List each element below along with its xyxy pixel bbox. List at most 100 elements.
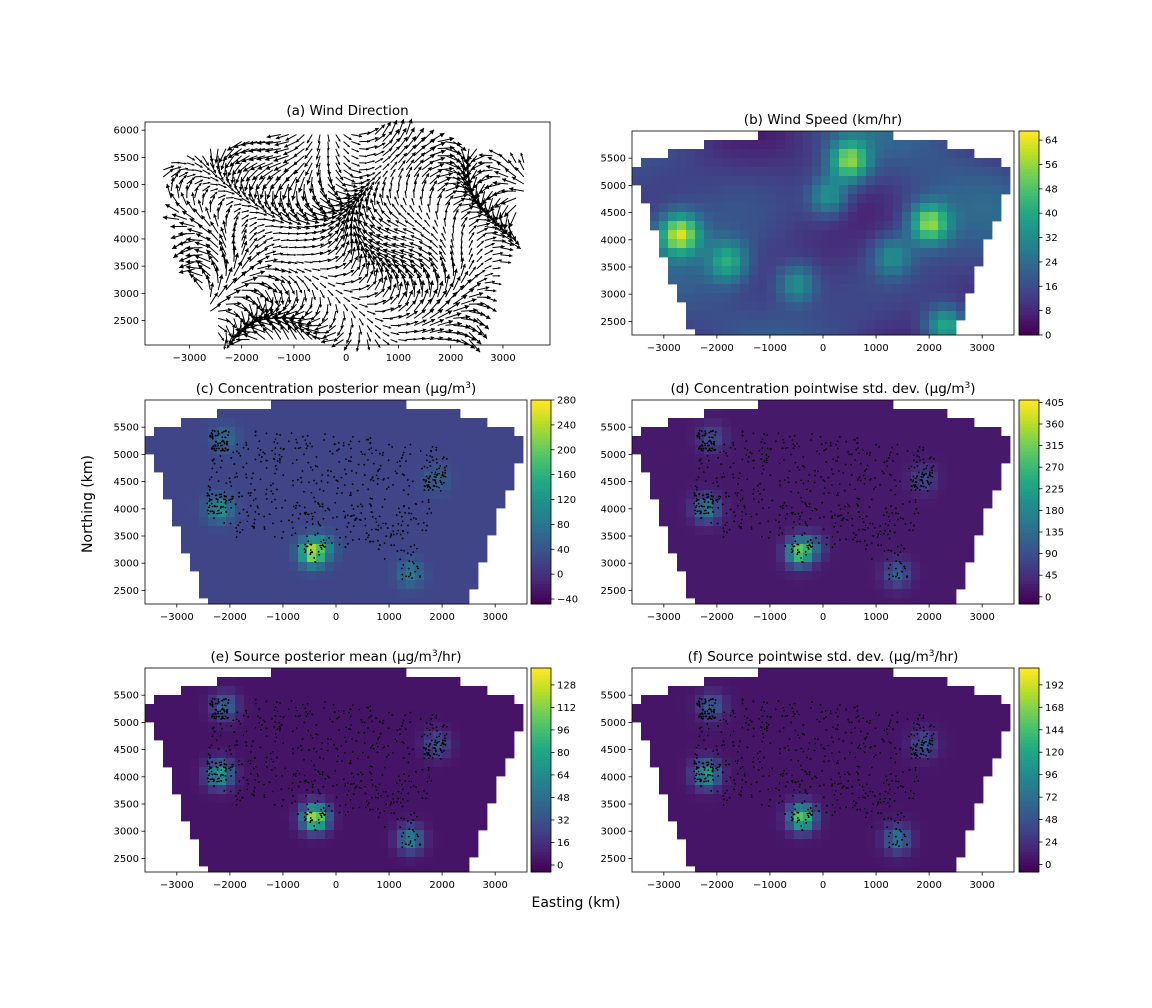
wind-arrow-head (448, 172, 453, 177)
wind-arrow-head (272, 219, 276, 223)
heat-cell (163, 490, 173, 500)
heat-cell (848, 131, 858, 141)
heat-cell (830, 158, 840, 168)
heat-cell (749, 257, 759, 267)
wind-arrow-head (311, 195, 317, 201)
wind-arrow-head (373, 208, 378, 213)
wind-arrow-head (273, 312, 279, 318)
heat-cell (343, 553, 353, 563)
colorbar-segment (531, 539, 551, 544)
heat-cell (947, 221, 957, 231)
heat-cell (406, 454, 416, 464)
heat-cell (235, 454, 245, 464)
station-point (442, 456, 445, 459)
heat-cell (992, 185, 1002, 195)
heat-cell (659, 230, 669, 240)
heat-cell (460, 598, 470, 605)
x-tick-label: −1000 (266, 612, 300, 623)
station-point (347, 543, 349, 545)
wind-arrow-head (234, 333, 239, 339)
wind-arrow-head (445, 274, 451, 279)
station-point (265, 432, 268, 435)
wind-arrow-head (516, 244, 521, 249)
station-point (432, 459, 434, 462)
wind-arrow-head (353, 231, 358, 237)
wind-arrow-head (358, 240, 364, 246)
heat-cell (370, 598, 380, 605)
wind-arrow-head (399, 175, 402, 179)
heat-cell (956, 185, 966, 195)
heat-cell (920, 320, 930, 330)
wind-arrow-head (262, 235, 266, 238)
colorbar-segment (1019, 195, 1039, 200)
wind-arrow-head (209, 158, 214, 163)
wind-arrow-head (218, 274, 224, 280)
station-point (436, 474, 438, 477)
heat-cell (424, 436, 434, 446)
station-point (212, 445, 215, 448)
heat-cell (289, 409, 299, 419)
heat-cell (911, 194, 921, 204)
colorbar-segment (1019, 328, 1039, 333)
heat-cell (280, 598, 290, 605)
heat-cell (857, 158, 867, 168)
heat-cell (911, 302, 921, 312)
wind-arrow-head (286, 246, 289, 249)
heat-cell (271, 463, 281, 473)
heat-cell (244, 454, 254, 464)
wind-arrow-head (409, 242, 414, 246)
station-point (416, 565, 419, 568)
heat-cell (433, 490, 443, 500)
heat-cell (632, 167, 642, 177)
wind-arrow-head (237, 330, 242, 335)
heat-cell (713, 176, 723, 186)
wind-arrow-head (283, 151, 288, 156)
station-point (371, 497, 373, 500)
heat-cell (911, 329, 921, 336)
heat-cell (740, 266, 750, 276)
heat-cell (280, 526, 290, 536)
heat-cell (722, 176, 732, 186)
wind-arrow-head (197, 199, 202, 204)
station-point (323, 439, 325, 441)
heat-cell (758, 203, 768, 213)
wind-arrow-head (375, 234, 381, 239)
wind-arrow-head (312, 335, 317, 340)
heat-cell (686, 239, 696, 249)
heat-cell (478, 544, 488, 554)
heat-cell (983, 158, 993, 168)
wind-arrow-head (507, 231, 513, 236)
wind-arrow-head (210, 282, 215, 287)
wind-arrow-head (433, 180, 437, 185)
heat-cell (848, 194, 858, 204)
station-point (421, 500, 424, 503)
heat-cell (722, 293, 732, 303)
station-point (403, 474, 405, 476)
heat-cell (199, 526, 209, 536)
heat-cell (370, 481, 380, 491)
station-point (247, 448, 250, 450)
station-point (290, 432, 293, 434)
heat-cell (172, 445, 182, 455)
station-point (444, 469, 447, 472)
heat-cell (496, 436, 506, 446)
figure-xlabel: Easting (km) (532, 895, 621, 911)
heat-cell (235, 427, 245, 437)
colorbar-segment (531, 427, 551, 432)
heat-cell (677, 167, 687, 177)
heat-cell (920, 302, 930, 312)
wind-arrow-head (449, 160, 455, 166)
wind-arrow-head (361, 204, 367, 209)
station-point (245, 444, 248, 446)
colorbar-segment (1019, 290, 1039, 295)
heat-cell (803, 131, 813, 141)
station-point (336, 449, 339, 452)
station-point (232, 495, 234, 498)
station-point (363, 463, 366, 466)
wind-arrow-head (427, 203, 430, 207)
station-point (279, 434, 281, 436)
heat-cell (911, 239, 921, 249)
heat-cell (875, 185, 885, 195)
axes-frame (144, 121, 551, 346)
heat-cell (343, 517, 353, 527)
